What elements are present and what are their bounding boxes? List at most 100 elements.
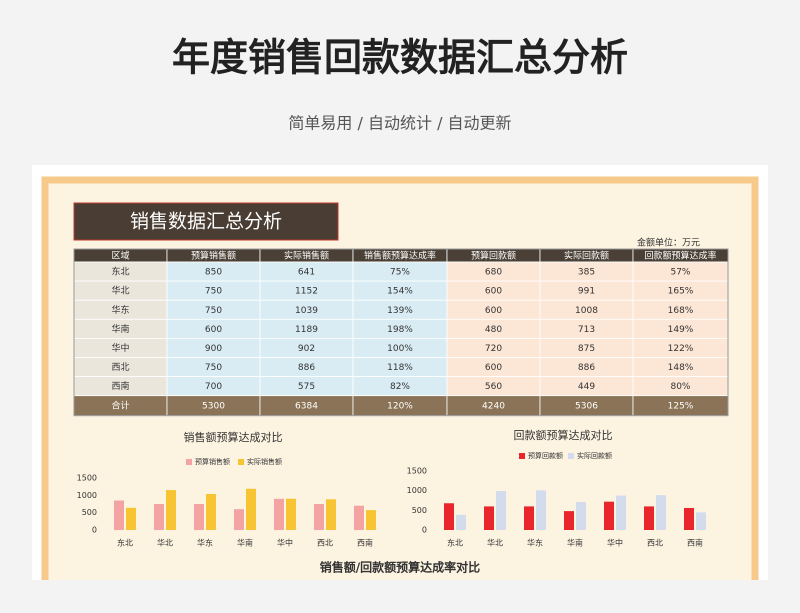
legend-swatch [238,459,244,465]
sheet: 销售数据汇总分析 金额单位：万元 销售额/回款额预算达成率对比 区域 预算销售额实… [41,176,759,580]
bar [274,498,284,530]
page-title: 年度销售回款数据汇总分析 [172,36,628,80]
row-text: 600 [485,363,502,373]
header-text: 实际销售额 [284,250,329,262]
row-text: 680 [485,268,502,278]
y-tick-label: 0 [422,526,427,535]
total-text: 5300 [202,402,225,412]
table-border [73,248,729,417]
row-text: 1008 [575,306,598,316]
x-tick-label: 华中 [607,538,623,548]
bar [524,506,534,530]
header-text: 预算销售额 [191,250,236,262]
row-text: 82% [390,382,410,392]
header-text: 预算回款额 [471,250,516,262]
bar [166,490,176,530]
row-text: 西北 [111,362,129,373]
row-text: 100% [387,344,413,354]
legend-label: 实际销售额 [247,457,282,466]
row-text: 57% [670,268,690,278]
total-text: 125% [668,402,694,412]
total-text: 5306 [575,402,598,412]
row-text: 1039 [295,306,318,316]
bar [366,510,376,530]
x-tick-label: 西南 [357,538,373,548]
row-text: 118% [387,363,413,373]
row-text: 75% [390,268,410,278]
bar [326,499,336,530]
x-tick-label: 西南 [687,538,703,548]
x-tick-label: 华中 [277,538,293,548]
total-text: 合计 [111,400,129,412]
bar [154,504,164,530]
row-text: 900 [205,344,222,354]
total-text: 6384 [295,402,318,412]
y-tick-label: 1000 [407,486,427,495]
row-text: 385 [578,268,595,278]
row-text: 1152 [295,287,318,297]
row-text: 600 [485,306,502,316]
y-tick-label: 1500 [77,474,97,483]
row-text: 449 [578,382,595,392]
bar [484,506,494,530]
bar [536,490,546,530]
row-text: 720 [485,344,502,354]
y-tick-label: 500 [412,506,427,515]
bar [684,507,694,530]
row-text: 122% [668,344,694,354]
bar [696,512,706,530]
bar [656,495,666,530]
unit-note: 金额单位：万元 [637,237,700,249]
row-text: 168% [668,306,694,316]
page-subtitle: 简单易用 / 自动统计 / 自动更新 [288,114,511,133]
row-text: 750 [205,363,222,373]
bar [616,495,626,530]
x-tick-label: 华北 [157,538,173,548]
row-text: 东北 [111,266,129,278]
row-text: 750 [205,306,222,316]
bar [496,491,506,530]
bar [286,498,296,530]
legend-swatch [519,453,525,459]
x-tick-label: 东北 [117,538,133,548]
row-text: 575 [298,382,315,392]
row-text: 600 [205,325,222,335]
bar [126,507,136,530]
row-text: 华东 [111,304,129,316]
row-text: 991 [578,287,595,297]
y-tick-label: 500 [82,508,97,517]
row-text: 西南 [111,380,129,392]
row-text: 198% [387,325,413,335]
sheet-banner [73,202,339,241]
row-text: 886 [298,363,315,373]
sheet-title: 销售数据汇总分析 [130,211,282,233]
bar [246,488,256,530]
row-text: 华北 [111,285,129,297]
x-tick-label: 华东 [197,538,213,548]
x-tick-label: 华东 [527,538,543,548]
bar [456,514,466,530]
row-text: 875 [578,344,595,354]
row-text: 850 [205,268,222,278]
bar [354,505,364,530]
row-text: 139% [387,306,413,316]
row-text: 149% [668,325,694,335]
bar [444,503,454,530]
row-text: 560 [485,382,502,392]
row-text: 80% [670,382,690,392]
row-text: 华中 [111,342,129,354]
y-tick-label: 0 [92,526,97,535]
row-text: 713 [578,325,595,335]
header-text: 回款额预算达成率 [644,250,716,262]
bar [564,511,574,530]
total-text: 4240 [482,402,505,412]
header-text: 销售额预算达成率 [364,250,436,262]
y-tick-label: 1000 [77,491,97,500]
x-tick-label: 西北 [317,539,333,548]
row-text: 华南 [111,323,129,335]
bar [576,501,586,530]
bar [114,500,124,530]
chart-title: 回款额预算达成对比 [514,428,613,442]
legend-swatch [186,459,192,465]
